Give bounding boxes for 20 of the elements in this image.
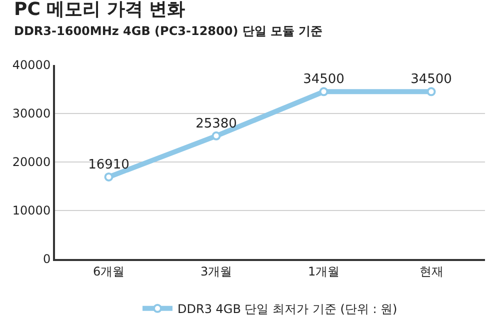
data-label: 16910 (88, 157, 130, 172)
y-tick-label: 30000 (12, 106, 51, 121)
chart-subtitle: DDR3-1600MHz 4GB (PC3-12800) 단일 모듈 기준 (14, 24, 323, 38)
x-tick-label: 현재 (419, 264, 444, 278)
y-tick-label: 10000 (12, 204, 51, 218)
legend-label: DDR3 4GB 단일 최저가 기준 (단위 : 원) (178, 302, 398, 316)
data-label: 34500 (303, 72, 344, 88)
data-label: 25380 (196, 116, 237, 132)
point (104, 172, 114, 182)
y-tick-label: 0 (42, 252, 51, 266)
y-tick-label: 20000 (12, 155, 51, 170)
x-tick-label: 3개월 (200, 264, 232, 278)
point (212, 131, 221, 140)
chart-title: PC 메모리 가격 변화 (14, 0, 186, 20)
point (319, 87, 328, 96)
point (426, 87, 436, 96)
x-tick-label: 6개월 (92, 264, 125, 278)
data-label: 34500 (410, 72, 452, 88)
y-tick-label: 40000 (12, 58, 51, 72)
x-tick-label: 1개월 (308, 264, 340, 278)
